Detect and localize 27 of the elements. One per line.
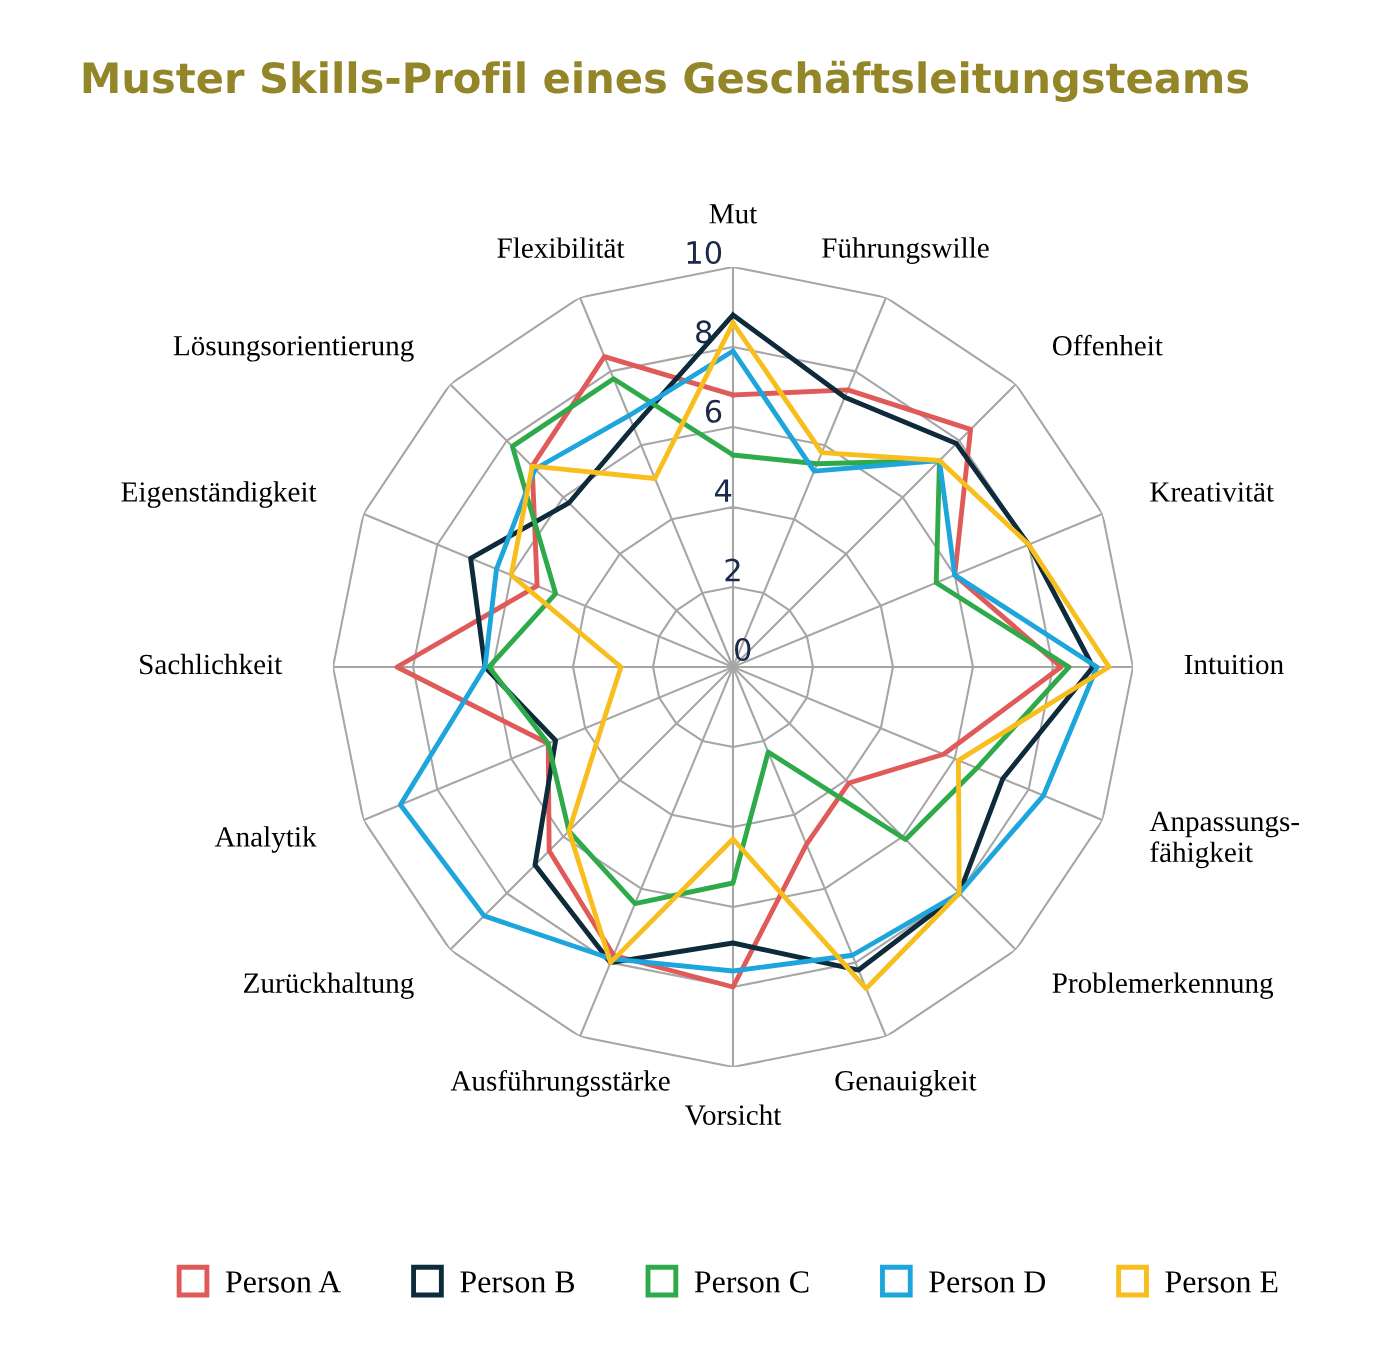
y-tick-label: 0: [735, 637, 751, 662]
legend-label: Person B: [460, 1271, 575, 1293]
legend-label: Person C: [694, 1271, 809, 1293]
spoke-label: Eigenständigkeit: [121, 481, 317, 508]
spoke-label: Anpassungs- fähigkeit: [1149, 811, 1300, 869]
spoke-label: Führungswille: [822, 237, 989, 264]
spoke-label: Mut: [709, 204, 758, 224]
spoke-label: Problemerkennung: [1052, 972, 1274, 999]
legend-label: Person E: [1165, 1271, 1278, 1293]
chart-title: Muster Skills-Profil eines Geschäftsleitungsteams: [83, 60, 1249, 102]
legend-label: Person D: [929, 1271, 1046, 1293]
spoke-label: Sachlichkeit: [140, 653, 283, 675]
spoke-label: Zurückhaltung: [244, 972, 414, 999]
y-tick-label: 2: [725, 558, 740, 582]
y-tick-label: 6: [705, 399, 722, 423]
spoke-label: Intuition: [1184, 654, 1284, 675]
spoke-label: Offenheit: [1052, 334, 1163, 356]
spoke-label: Lösungsorientierung: [173, 335, 414, 362]
spoke-label: Ausführungsstärke: [450, 1069, 670, 1097]
spoke-label: Kreativität: [1150, 482, 1274, 502]
y-tick-label: 10: [687, 240, 722, 265]
spoke-label: Genauigkeit: [835, 1070, 977, 1097]
spoke-label: Flexibilität: [497, 237, 625, 258]
legend-label: Person A: [225, 1271, 341, 1293]
y-tick-label: 4: [715, 479, 732, 502]
spoke-label: Vorsicht: [684, 1104, 782, 1126]
spoke-label: Analytik: [214, 826, 317, 853]
